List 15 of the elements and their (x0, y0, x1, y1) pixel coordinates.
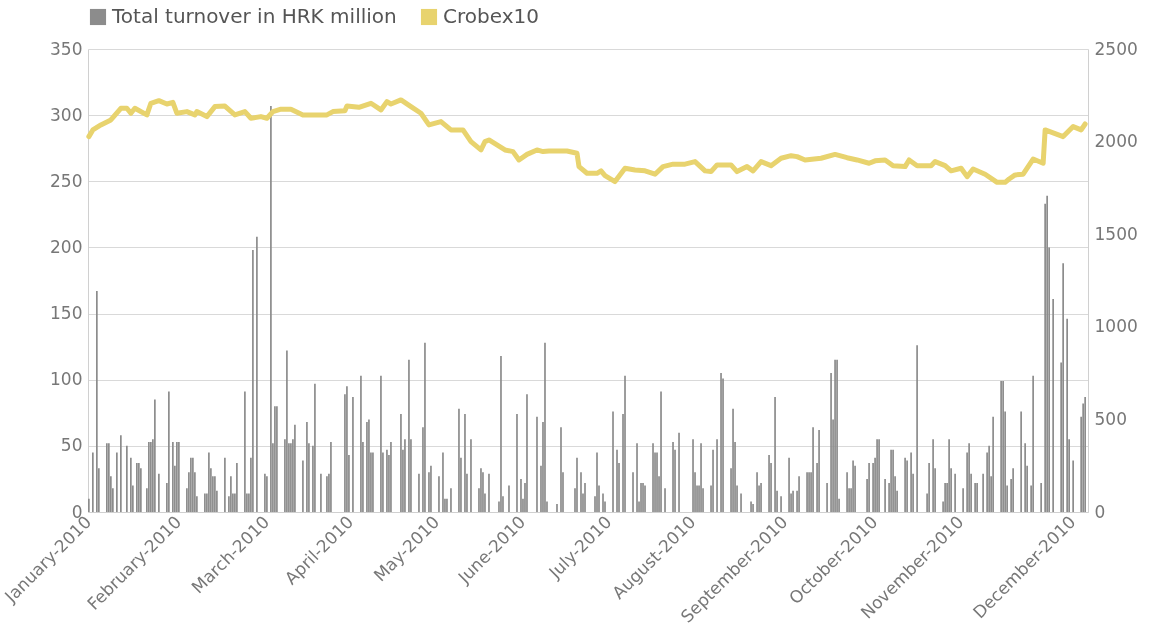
y-tick-label: 350 (50, 38, 83, 59)
y-tick-label: 300 (50, 104, 83, 125)
y2-tick-label: 2000 (1094, 131, 1138, 152)
y2-tick-label: 0 (1094, 501, 1106, 522)
y2-tick-label: 1000 (1094, 316, 1138, 337)
y-tick-label: 100 (50, 369, 83, 390)
y-tick-label: 250 (50, 170, 83, 191)
legend-label: Total turnover in HRK million (111, 4, 397, 28)
y-tick-label: 150 (50, 303, 83, 324)
y-tick-label: 50 (60, 435, 83, 456)
legend-label: Crobex10 (443, 4, 539, 28)
y2-tick-label: 500 (1094, 408, 1127, 429)
y2-tick-label: 2500 (1094, 38, 1138, 59)
y2-tick-label: 1500 (1094, 223, 1138, 244)
y-tick-label: 200 (50, 236, 83, 257)
